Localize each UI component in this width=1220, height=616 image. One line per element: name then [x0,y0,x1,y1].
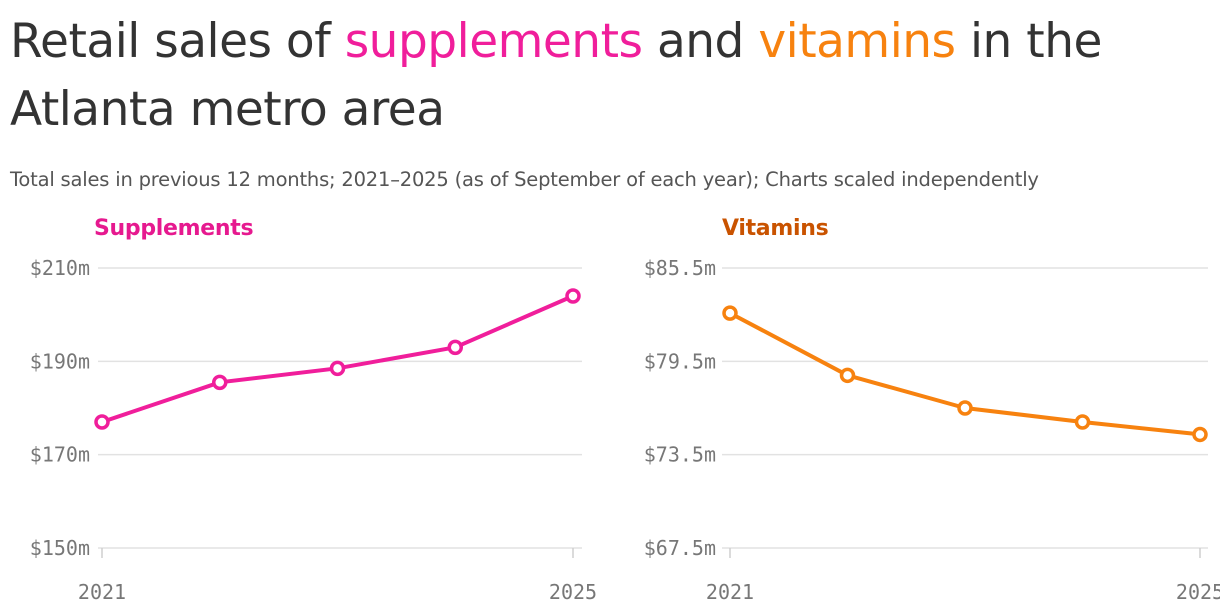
title-supplements-word: supplements [344,14,643,69]
title-part-2: and [642,14,759,69]
vitamins-data-point [957,400,973,416]
vitamins-chart: Vitamins $67.5m $73.5m $79.5m $85.5m 2021 202… [610,200,1220,616]
supplements-data-point [565,288,581,304]
supplements-plot: $150m $170m $190m $210m 2021 2025 [30,256,597,604]
chart-title: Retail sales of supplements and vitamins… [10,8,1210,144]
vitamins-y-tick-label: $79.5m [644,349,716,373]
chart-subtitle: Total sales in previous 12 months; 2021–… [10,168,1039,191]
supplements-panel-title: Supplements [94,216,254,241]
vitamins-x-tick-label: 2021 [706,580,754,604]
vitamins-data-point [1074,414,1091,430]
supplements-y-tick-label: $150m [30,536,90,560]
supplements-data-point [329,360,346,377]
vitamins-x-tick-label: 2025 [1176,580,1220,604]
supplements-y-tick-label: $170m [30,443,90,467]
title-part-3: in the Atlanta metro area [10,14,1102,137]
vitamins-panel-title: Vitamins [722,216,829,241]
vitamins-data-point [722,305,738,321]
vitamins-y-tick-label: $73.5m [644,443,716,467]
supplements-series-line [100,294,575,424]
supplements-chart: Supplements $150m $170m $190m $210m 2021 2025 [0,200,610,616]
vitamins-series-line [728,311,1202,437]
supplements-data-point [212,374,228,391]
vitamins-data-point [1192,426,1208,443]
title-vitamins-word: vitamins [758,14,956,69]
supplements-x-tick-label: 2021 [78,580,126,604]
vitamins-y-tick-label: $85.5m [644,256,716,280]
supplements-y-tick-label: $210m [30,256,90,280]
supplements-y-tick-label: $190m [30,349,90,373]
supplements-data-point [447,339,463,356]
vitamins-y-tick-label: $67.5m [644,536,716,560]
supplements-x-tick-label: 2025 [549,580,597,604]
title-part-1: Retail sales of [10,14,345,69]
supplements-data-point [94,414,110,430]
vitamins-data-point [839,367,856,384]
vitamins-plot: $67.5m $73.5m $79.5m $85.5m 2021 2025 [644,256,1220,604]
